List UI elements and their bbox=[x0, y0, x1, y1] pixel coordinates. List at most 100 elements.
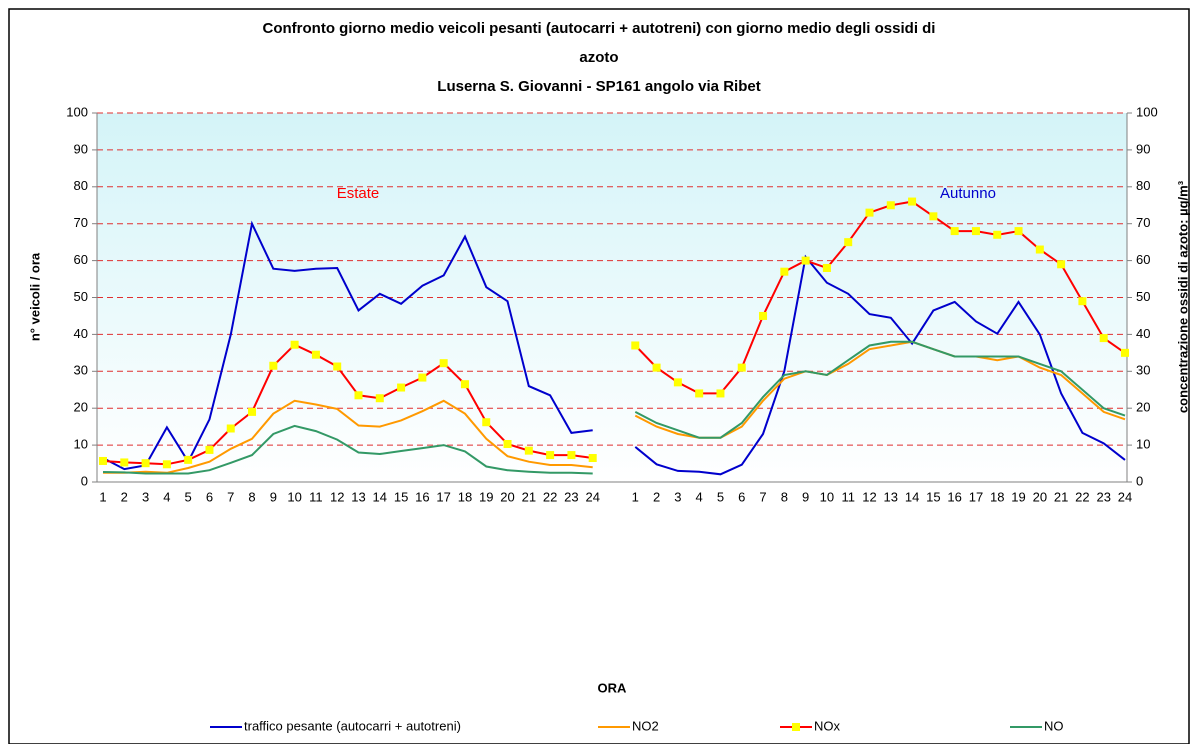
legend-label: NO2 bbox=[632, 718, 659, 733]
point-marker bbox=[631, 341, 640, 350]
point-marker bbox=[290, 340, 299, 349]
x-tick-label: 23 bbox=[564, 489, 578, 504]
x-tick-label: 4 bbox=[696, 489, 703, 504]
x-tick-label: 1 bbox=[632, 489, 639, 504]
x-tick-label: 10 bbox=[820, 489, 834, 504]
x-tick-label: 20 bbox=[500, 489, 514, 504]
point-marker bbox=[673, 378, 682, 387]
x-tick-label: 12 bbox=[862, 489, 876, 504]
y2-axis-label: concentrazione ossidi di azoto: µg/m³ bbox=[1175, 180, 1190, 413]
x-tick-label: 8 bbox=[248, 489, 255, 504]
point-marker bbox=[439, 359, 448, 368]
point-marker bbox=[184, 455, 193, 464]
x-axis-label: ORA bbox=[598, 680, 628, 695]
x-tick-label: 12 bbox=[330, 489, 344, 504]
point-marker bbox=[1099, 334, 1108, 343]
chart-subtitle: Luserna S. Giovanni - SP161 angolo via R… bbox=[437, 78, 760, 95]
point-marker bbox=[354, 391, 363, 400]
x-tick-label: 19 bbox=[1011, 489, 1025, 504]
point-marker bbox=[120, 458, 129, 467]
y2-tick-label: 100 bbox=[1136, 104, 1158, 119]
point-marker bbox=[99, 456, 107, 465]
x-tick-label: 21 bbox=[1054, 489, 1068, 504]
annotation: Estate bbox=[337, 185, 380, 202]
point-marker bbox=[695, 389, 704, 398]
x-tick-label: 9 bbox=[802, 489, 809, 504]
x-tick-label: 13 bbox=[884, 489, 898, 504]
x-tick-label: 4 bbox=[163, 489, 170, 504]
x-tick-label: 16 bbox=[415, 489, 429, 504]
point-marker bbox=[865, 208, 874, 217]
y-tick-label: 50 bbox=[74, 289, 88, 304]
point-marker bbox=[1035, 245, 1044, 254]
x-tick-label: 17 bbox=[436, 489, 450, 504]
x-tick-label: 14 bbox=[905, 489, 919, 504]
point-marker bbox=[716, 389, 725, 398]
point-marker bbox=[460, 380, 469, 389]
y-tick-label: 10 bbox=[74, 437, 88, 452]
x-tick-label: 18 bbox=[990, 489, 1004, 504]
y-tick-label: 0 bbox=[81, 473, 88, 488]
chart-title: azoto bbox=[579, 49, 618, 66]
point-marker bbox=[844, 238, 853, 247]
point-marker bbox=[482, 418, 491, 427]
x-tick-label: 18 bbox=[458, 489, 472, 504]
y2-tick-label: 0 bbox=[1136, 473, 1143, 488]
x-tick-label: 21 bbox=[522, 489, 536, 504]
y-axis-label: n° veicoli / ora bbox=[27, 252, 42, 341]
y-tick-label: 70 bbox=[74, 215, 88, 230]
point-marker bbox=[397, 383, 406, 392]
x-tick-label: 15 bbox=[394, 489, 408, 504]
x-tick-label: 20 bbox=[1033, 489, 1047, 504]
y-tick-label: 30 bbox=[74, 363, 88, 378]
x-tick-label: 15 bbox=[926, 489, 940, 504]
y2-tick-label: 50 bbox=[1136, 289, 1150, 304]
y2-tick-label: 80 bbox=[1136, 178, 1150, 193]
point-marker bbox=[1014, 227, 1023, 236]
x-tick-label: 13 bbox=[351, 489, 365, 504]
point-marker bbox=[950, 227, 959, 236]
point-marker bbox=[269, 361, 278, 370]
x-tick-label: 22 bbox=[1075, 489, 1089, 504]
x-tick-label: 3 bbox=[142, 489, 149, 504]
annotation: Autunno bbox=[940, 185, 996, 202]
y-tick-label: 90 bbox=[74, 141, 88, 156]
point-marker bbox=[141, 459, 150, 468]
point-marker bbox=[418, 373, 427, 382]
y2-tick-label: 70 bbox=[1136, 215, 1150, 230]
x-tick-label: 6 bbox=[206, 489, 213, 504]
point-marker bbox=[652, 363, 661, 372]
y2-tick-label: 40 bbox=[1136, 326, 1150, 341]
x-tick-label: 14 bbox=[373, 489, 387, 504]
x-tick-label: 3 bbox=[674, 489, 681, 504]
point-marker bbox=[801, 256, 810, 265]
point-marker bbox=[588, 454, 597, 463]
point-marker bbox=[333, 362, 342, 371]
x-tick-label: 1 bbox=[99, 489, 106, 504]
y2-tick-label: 30 bbox=[1136, 363, 1150, 378]
y-tick-label: 100 bbox=[66, 104, 88, 119]
x-tick-label: 17 bbox=[969, 489, 983, 504]
point-marker bbox=[759, 311, 768, 320]
x-tick-label: 6 bbox=[738, 489, 745, 504]
x-tick-label: 7 bbox=[759, 489, 766, 504]
x-tick-label: 24 bbox=[1118, 489, 1132, 504]
chart-title: Confronto giorno medio veicoli pesanti (… bbox=[263, 20, 936, 37]
x-tick-label: 16 bbox=[947, 489, 961, 504]
point-marker bbox=[205, 445, 214, 454]
x-tick-label: 19 bbox=[479, 489, 493, 504]
x-tick-label: 11 bbox=[841, 489, 855, 504]
point-marker bbox=[1078, 297, 1087, 306]
y2-tick-label: 90 bbox=[1136, 141, 1150, 156]
x-tick-label: 7 bbox=[227, 489, 234, 504]
y-tick-label: 40 bbox=[74, 326, 88, 341]
x-tick-label: 24 bbox=[585, 489, 599, 504]
point-marker bbox=[1121, 348, 1129, 357]
legend-label: NO bbox=[1044, 718, 1064, 733]
y2-tick-label: 10 bbox=[1136, 437, 1150, 452]
point-marker bbox=[993, 230, 1002, 239]
series-line bbox=[102, 340, 1126, 475]
point-marker bbox=[908, 197, 917, 206]
point-marker bbox=[248, 407, 257, 416]
